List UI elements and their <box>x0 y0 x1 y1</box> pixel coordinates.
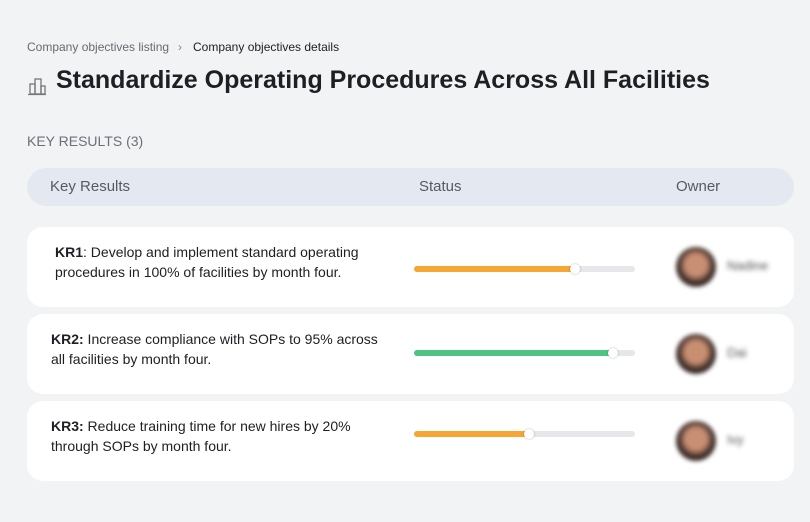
column-header: Owner <box>676 178 721 195</box>
section-label: KEY RESULTS (3) <box>27 133 144 149</box>
owner-avatar <box>676 334 716 374</box>
progress-track <box>414 348 635 358</box>
progress-knob <box>570 264 581 274</box>
key-result-description: Increase compliance with SOPs to 95% acr… <box>51 331 378 367</box>
progress-bar <box>414 350 613 356</box>
progress-bar <box>414 431 529 437</box>
key-result-card: KR2: Increase compliance with SOPs to 95… <box>27 314 794 394</box>
key-result-card: KR1: Develop and implement standard oper… <box>27 227 794 307</box>
key-result-label: KR1 <box>55 244 84 260</box>
key-result-description: Reduce training time for new hires by 20… <box>51 418 351 454</box>
page-title: Standardize Operating Procedures Across … <box>56 66 710 94</box>
owner-name: Dai <box>727 345 747 360</box>
owner-avatar <box>676 421 716 461</box>
key-result-label: KR3: <box>51 418 84 434</box>
key-result-description: : Develop and implement standard operati… <box>55 244 359 280</box>
table-header: Key Results Status Owner <box>27 168 794 206</box>
breadcrumb-separator: › <box>178 40 182 54</box>
breadcrumb-current: Company objectives details <box>193 40 340 54</box>
column-header: Status <box>419 178 462 195</box>
progress-bar <box>414 266 576 272</box>
owner-name: Nadine <box>727 258 769 273</box>
title-icon <box>28 78 46 96</box>
progress-knob <box>607 348 618 358</box>
key-result-text: KR1: Develop and implement standard oper… <box>55 242 390 282</box>
owner-name: Ivy <box>727 432 744 447</box>
owner-avatar <box>676 247 716 287</box>
progress-knob <box>523 429 534 439</box>
breadcrumb-link[interactable]: Company objectives listing <box>27 40 170 54</box>
progress-track <box>414 429 635 439</box>
key-result-text: KR2: Increase compliance with SOPs to 95… <box>51 329 386 369</box>
progress-track <box>414 264 635 274</box>
key-result-label: KR2: <box>51 331 84 347</box>
key-result-text: KR3: Reduce training time for new hires … <box>51 416 386 456</box>
key-result-card: KR3: Reduce training time for new hires … <box>27 401 794 481</box>
column-header: Key Results <box>50 178 131 195</box>
